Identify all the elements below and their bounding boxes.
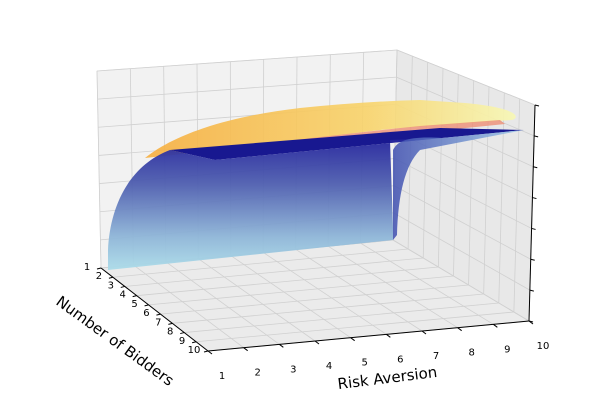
x-gridline <box>198 258 316 342</box>
y-tick-mark <box>132 295 137 298</box>
y-tick-label: 3 <box>108 280 114 291</box>
x-tick-label: 3 <box>290 364 296 375</box>
x-tick-mark <box>457 327 462 332</box>
z-gridline-back <box>97 76 397 100</box>
y-tick-label: 2 <box>96 271 102 282</box>
surfaces <box>108 100 524 270</box>
z-tick-mark <box>532 197 537 200</box>
y-tick-label: 4 <box>119 290 125 301</box>
x-tick-mark <box>386 333 391 338</box>
x-gridline <box>133 264 244 348</box>
x-gridline <box>263 252 387 335</box>
z-gridline-right <box>393 185 531 260</box>
x-tick-label: 7 <box>433 351 439 362</box>
x-axis-line <box>207 320 530 352</box>
y-gridline <box>112 248 409 278</box>
blue-right-edge <box>393 130 524 240</box>
y-tick-mark <box>96 267 102 270</box>
x-tick-mark <box>350 337 355 342</box>
right-vertical-gridline <box>422 62 429 259</box>
z-tick-mark <box>530 258 535 261</box>
y-gridline <box>172 293 484 324</box>
blue-top-ridge <box>170 128 524 160</box>
x-tick-label: 9 <box>504 344 510 355</box>
x-gridline <box>165 261 280 345</box>
z-axis-line <box>528 104 536 322</box>
blue-front-face <box>108 138 442 270</box>
y-tick-mark <box>168 322 173 325</box>
z-gridline-right <box>394 158 532 229</box>
x-gridline <box>230 255 351 338</box>
y-tick-mark <box>203 350 209 353</box>
x-tick-label: 8 <box>468 348 474 359</box>
x-tick-mark <box>493 323 498 328</box>
y-tick-label: 8 <box>167 327 173 338</box>
y-tick-mark <box>191 341 197 344</box>
x-tick-mark <box>207 350 213 355</box>
y-tick-label: 6 <box>143 308 149 319</box>
orange-surface <box>145 100 516 158</box>
y-tick-mark <box>156 313 161 316</box>
x-tick-label: 6 <box>397 354 403 365</box>
x-tick-mark <box>314 340 320 345</box>
x-axis-label: Risk Aversion <box>337 363 439 393</box>
z-tick-mark <box>534 104 540 107</box>
x-tick-label: 1 <box>219 371 225 382</box>
right-vertical-gridline <box>437 68 444 268</box>
y-tick-mark <box>144 304 149 307</box>
right-vertical-gridline <box>498 92 505 304</box>
y-tick-label: 9 <box>179 336 185 347</box>
x-gridline <box>360 242 494 325</box>
y-gridline <box>160 284 469 315</box>
axis-lines <box>100 104 536 352</box>
y-gridline <box>196 311 514 343</box>
x-tick-label: 10 <box>537 341 550 352</box>
z-gridline-right <box>392 239 530 322</box>
y-tick-label: 7 <box>155 317 161 328</box>
z-tick-mark <box>528 320 534 323</box>
x-gridline <box>295 248 423 332</box>
y-gridline <box>124 257 424 287</box>
x-tick-mark <box>279 343 284 348</box>
y-gridline <box>148 275 454 306</box>
z-tick-mark <box>529 289 534 292</box>
x-gridline <box>327 245 458 329</box>
y-tick-mark <box>120 285 125 288</box>
right-vertical-gridline <box>513 98 521 313</box>
z-tick-mark <box>533 166 538 169</box>
y-axis-line <box>100 267 209 352</box>
x-tick-label: 5 <box>361 358 367 369</box>
z-tick-mark <box>531 227 536 230</box>
y-tick-label: 5 <box>131 299 137 310</box>
back-vertical-gridline <box>96 70 102 269</box>
y-tick-label: 10 <box>188 345 201 356</box>
z-gridline-right <box>396 49 536 106</box>
z-gridline-back <box>96 49 398 72</box>
x-tick-label: 4 <box>326 361 332 372</box>
y-gridline <box>184 302 499 333</box>
y-gridline <box>136 266 439 297</box>
x-tick-label: 2 <box>254 368 260 379</box>
x-tick-mark <box>243 347 248 352</box>
y-tick-mark <box>180 332 185 335</box>
y-tick-mark <box>108 276 114 279</box>
y-tick-label: 1 <box>84 262 90 273</box>
x-tick-mark <box>421 330 427 335</box>
z-tick-mark <box>534 135 539 138</box>
z-gridline-right <box>393 212 531 291</box>
